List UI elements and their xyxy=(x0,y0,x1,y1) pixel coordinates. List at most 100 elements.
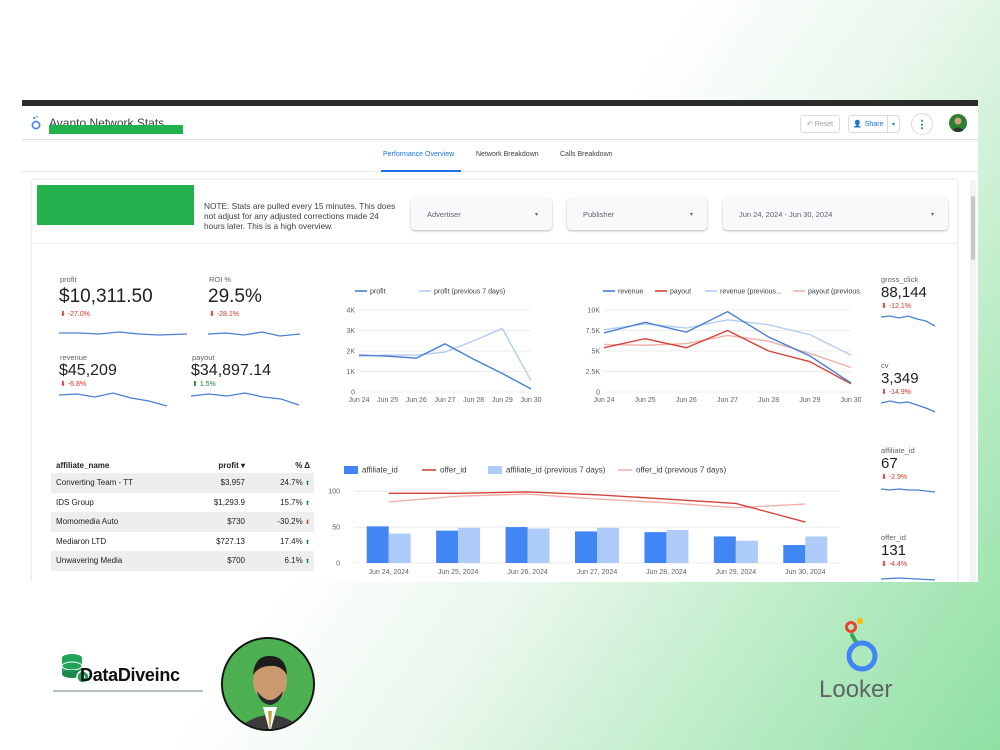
legend-label: profit (previous 7 days) xyxy=(434,289,505,296)
cell-profit: $1,293.9 xyxy=(213,497,245,507)
revenue-sparkline xyxy=(59,392,167,407)
kpi-profit-value: $10,311.50 xyxy=(59,286,153,307)
series-line xyxy=(358,327,532,382)
user-avatar-image xyxy=(951,117,965,132)
cell-delta-value: 17.4% xyxy=(280,536,305,546)
publisher-filter[interactable]: Publisher ▾ xyxy=(567,198,707,230)
legend-label: affiliate_id (previous 7 days) xyxy=(506,466,606,475)
looker-studio-icon[interactable] xyxy=(31,115,41,130)
looker-logo-icon xyxy=(845,618,878,672)
advertiser-filter[interactable]: Advertiser ▾ xyxy=(411,198,552,230)
x-tick-label: Jun 25, 2024 xyxy=(438,569,479,576)
bar xyxy=(366,526,389,563)
kpi-roi-delta-value: -28.1% xyxy=(216,311,239,318)
x-tick-label: Jun 28 xyxy=(758,397,779,404)
bar xyxy=(644,532,667,563)
cell-profit: $700 xyxy=(227,556,245,566)
x-tick-label: Jun 30 xyxy=(840,397,861,404)
kpi-revenue-delta: ⬇ -6.8% xyxy=(60,381,87,388)
table-row[interactable]: Mediaron LTD $727.13 17.4% ⬆ xyxy=(51,532,314,552)
date-range-filter[interactable]: Jun 24, 2024 - Jun 30, 2024 ▾ xyxy=(723,198,948,230)
undo-icon: ↶ xyxy=(806,121,813,128)
table-header: affiliate_name profit ▾ % Δ xyxy=(51,457,314,473)
browser-top-strip xyxy=(22,100,978,106)
cell-percent-delta: 6.1% ⬆ xyxy=(249,556,314,565)
table-row[interactable]: IDS Group $1,293.9 15.7% ⬆ xyxy=(51,493,314,513)
vertical-scrollbar[interactable] xyxy=(970,180,976,582)
bar xyxy=(597,527,619,563)
tab-calls-breakdown[interactable]: Calls Breakdown xyxy=(560,151,613,158)
y-tick-label: 0 xyxy=(336,561,340,568)
kpi-offer-id-delta: ⬇ -4.4% xyxy=(881,561,908,568)
kpi-payout-delta: ⬆ 1.5% xyxy=(192,381,216,388)
legend-label: payout xyxy=(670,289,691,296)
legend-label: affiliate_id xyxy=(362,466,398,475)
cell-percent-delta: 17.4% ⬆ xyxy=(249,537,314,546)
tab-network-breakdown[interactable]: Network Breakdown xyxy=(476,151,539,158)
kpi-gross-click-delta: ⬇ -12.1% xyxy=(881,303,911,310)
reset-button[interactable]: ↶ Reset xyxy=(800,115,840,133)
share-button[interactable]: 👤 Share ▾ xyxy=(848,115,900,133)
cell-delta-value: 6.1% xyxy=(284,556,305,566)
brand-logo-redaction xyxy=(37,185,194,225)
y-tick-label: 3K xyxy=(346,328,355,335)
bar xyxy=(805,536,828,563)
cell-affiliate-name: IDS Group xyxy=(56,497,94,507)
active-tab-indicator xyxy=(381,170,461,172)
cell-delta-value: -30.2% xyxy=(277,517,305,527)
kpi-payout-value: $34,897.14 xyxy=(191,362,272,379)
column-profit-sorted[interactable]: profit ▾ xyxy=(218,460,245,470)
stats-note: NOTE: Stats are pulled every 15 minutes.… xyxy=(204,201,396,231)
kpi-payout-delta-value: 1.5% xyxy=(199,381,216,388)
x-tick-label: Jun 27 xyxy=(717,397,738,404)
bar xyxy=(388,533,411,563)
table-row[interactable]: Converting Team - TT $3,957 24.7% ⬆ xyxy=(51,473,314,493)
x-tick-label: Jun 30 xyxy=(520,397,541,404)
kpi-profit-delta-value: -27.0% xyxy=(67,311,90,318)
header-divider xyxy=(32,243,957,244)
table-row[interactable]: Unwavering Media $700 6.1% ⬆ xyxy=(51,551,314,571)
y-tick-label: 50 xyxy=(332,525,340,532)
cell-affiliate-name: Converting Team - TT xyxy=(56,478,134,488)
kpi-profit-label: profit xyxy=(60,275,77,284)
share-label: Share xyxy=(864,120,884,128)
arrow-up-icon: ⬆ xyxy=(304,559,310,566)
y-tick-label: 0 xyxy=(596,390,600,397)
payout-sparkline xyxy=(191,392,299,406)
cell-affiliate-name: Momomedia Auto xyxy=(56,517,119,527)
cell-profit: $727.13 xyxy=(216,536,245,546)
gross-click-sparkline xyxy=(881,315,935,327)
advertiser-filter-label: Advertiser xyxy=(427,209,461,219)
table-row[interactable]: Momomedia Auto $730 -30.2% ⬇ xyxy=(51,512,314,532)
kpi-gross-click-label: gross_click xyxy=(881,275,919,284)
tab-performance-overview[interactable]: Performance Overview xyxy=(383,151,455,158)
column-percent-delta[interactable]: % Δ xyxy=(295,460,310,470)
user-avatar[interactable] xyxy=(949,114,967,132)
more-options-icon[interactable]: ⋮ xyxy=(911,113,933,135)
profit-sparkline xyxy=(59,331,187,336)
series-line xyxy=(603,319,852,356)
kpi-roi-delta: ⬇ -28.1% xyxy=(209,311,239,318)
add-person-icon: 👤 xyxy=(853,121,862,128)
series-line xyxy=(358,343,532,390)
series-line xyxy=(603,329,852,385)
share-dropdown-caret-icon[interactable]: ▾ xyxy=(887,116,899,132)
cv-sparkline xyxy=(881,400,935,413)
y-tick-label: 0 xyxy=(351,390,355,397)
cell-profit: $730 xyxy=(227,517,245,527)
legend-label: revenue (previous... xyxy=(720,289,782,296)
profit-line-chart[interactable]: 0 1K 2K 3K 4K Jun 24 Jun 25 Jun 26 Jun 27 Jun 28 J… xyxy=(323,285,553,412)
kpi-gross-click-delta-value: -12.1% xyxy=(888,303,911,310)
kpi-affiliate-id-delta: ⬇ -2.9% xyxy=(881,474,908,481)
cell-percent-delta: 15.7% ⬆ xyxy=(249,498,314,507)
kpi-offer-id-label: offer_id xyxy=(881,533,906,542)
x-tick-label: Jun 25 xyxy=(635,397,656,404)
kpi-cv-label: cv xyxy=(881,361,889,370)
affiliate-offer-combo-chart[interactable]: 0 50 100 Jun 24, 2024 Jun 25, 2024 Jun 26, 20… xyxy=(316,462,846,582)
revenue-payout-line-chart[interactable]: 0 2.5K 5K 7.5K 10K Jun 24 Jun 25 Jun 26 Jun 27 Ju… xyxy=(541,285,861,412)
kpi-revenue-label: revenue xyxy=(60,353,88,362)
column-affiliate-name[interactable]: affiliate_name xyxy=(56,460,110,470)
cell-percent-delta: 24.7% ⬆ xyxy=(249,478,314,487)
legend-swatch xyxy=(344,466,358,474)
scrollbar-thumb[interactable] xyxy=(971,196,975,260)
